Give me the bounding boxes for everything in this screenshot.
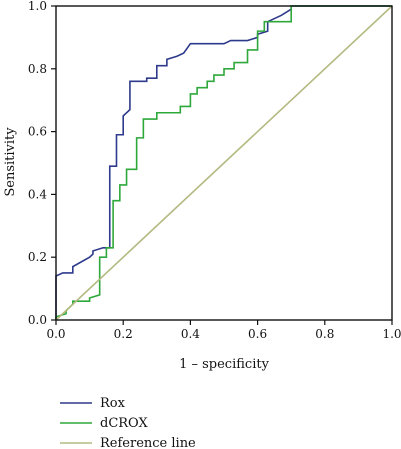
y-tick-label: 1.0 (28, 0, 47, 13)
axes-layer: 0.0 0.2 0.4 0.6 0.8 1.0 0.0 0.2 0.4 0.6 0.8 1.0 (28, 0, 401, 341)
y-tick-label: 0.0 (28, 313, 47, 327)
x-tick-label: 0.4 (181, 327, 200, 341)
x-tick-label: 0.6 (248, 327, 267, 341)
x-tick-label: 1.0 (382, 327, 401, 341)
plot-frame (55, 5, 393, 321)
y-tick-label: 0.6 (28, 125, 47, 139)
x-tick-label: 0.0 (46, 327, 65, 341)
y-tick-label: 0.4 (28, 187, 47, 201)
series-line-2 (55, 5, 392, 320)
y-axis-title: Sensitivity (3, 127, 18, 197)
x-tick-label: 0.8 (315, 327, 334, 341)
x-tick-label: 0.2 (114, 327, 133, 341)
legend-label-3: Reference line (100, 436, 196, 449)
series-line-3 (55, 5, 393, 321)
y-tick-label: 0.8 (28, 62, 47, 76)
series-line-1 (55, 5, 392, 320)
plot-layer (55, 5, 393, 321)
legend-label-1: Rox (100, 396, 126, 411)
x-axis-title: 1 – specificity (179, 357, 269, 372)
legend: Rox dCROX Reference line (60, 396, 196, 449)
legend-label-2: dCROX (100, 416, 148, 431)
y-tick-label: 0.2 (28, 250, 47, 264)
